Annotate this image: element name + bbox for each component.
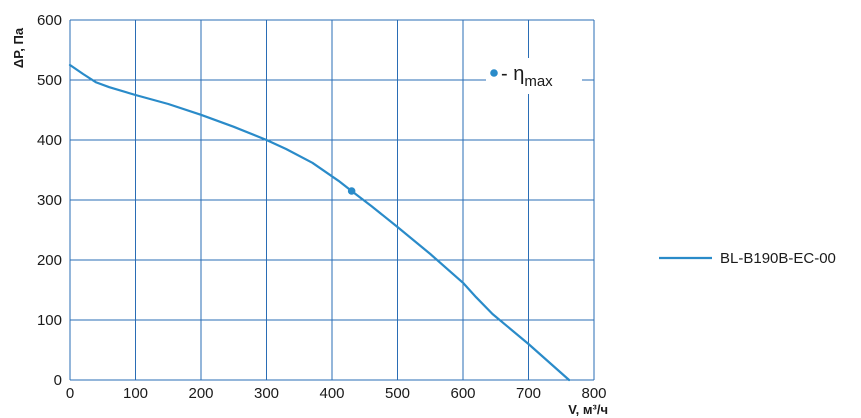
eta-max-legend-box: - ηmax — [486, 58, 582, 94]
x-tick-label: 500 — [385, 385, 410, 402]
eta-max-subscript: max — [524, 73, 553, 90]
x-tick-label: 800 — [581, 385, 606, 402]
y-axis-title: ΔP, Па — [11, 27, 26, 68]
grid — [69, 19, 595, 381]
annotations — [347, 187, 356, 195]
x-tick-label: 200 — [188, 385, 213, 402]
x-tick-label: 400 — [319, 385, 344, 402]
eta-max-marker-icon — [490, 69, 498, 77]
x-tick-label: 100 — [123, 385, 148, 402]
y-tick-label: 600 — [37, 12, 62, 29]
x-tick-label: 700 — [516, 385, 541, 402]
y-tick-label: 300 — [37, 192, 62, 209]
eta-max-prefix: - η — [501, 63, 524, 85]
x-tick-label: 0 — [66, 385, 74, 402]
x-tick-label: 600 — [450, 385, 475, 402]
series — [68, 63, 571, 382]
y-tick-label: 0 — [54, 372, 62, 389]
y-tick-label: 500 — [37, 72, 62, 89]
legend-label: BL-B190B-EC-00 — [720, 250, 836, 267]
series-line-0 — [68, 63, 571, 382]
x-tick-label: 300 — [254, 385, 279, 402]
eta-max-label: - ηmax — [501, 63, 553, 90]
y-tick-label: 100 — [37, 312, 62, 329]
y-tick-label: 200 — [37, 252, 62, 269]
series-legend: BL-B190B-EC-00 — [659, 250, 836, 267]
x-axis-title: V, м³/ч — [568, 402, 608, 417]
eta-max-point — [347, 187, 356, 195]
y-tick-label: 400 — [37, 132, 62, 149]
tick-labels: 0 100 200 300 400 500 600 700 800 0 100 200 300 400 50… — [37, 12, 607, 402]
eta-max-legend-background — [486, 58, 582, 94]
